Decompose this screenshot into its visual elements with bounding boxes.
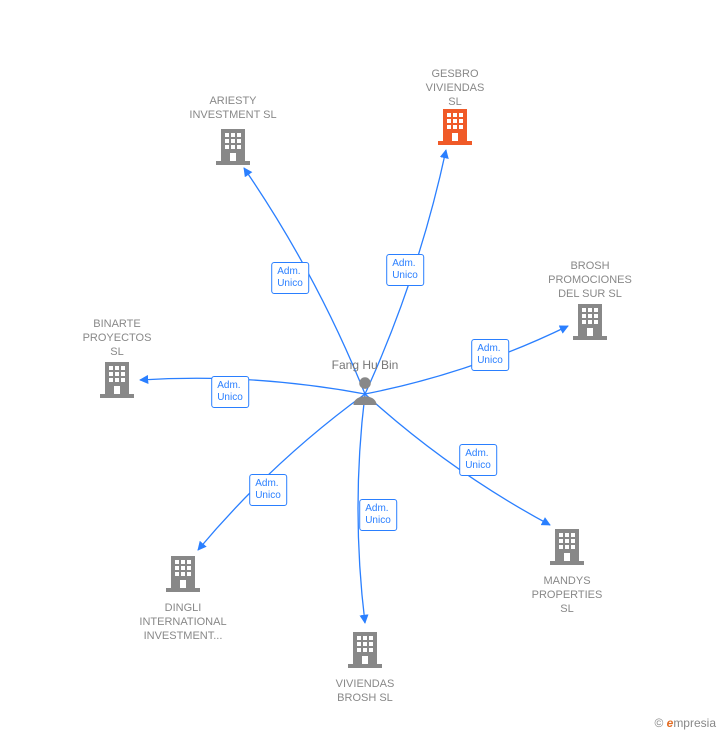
building-icon-gesbro[interactable] [438, 105, 472, 145]
edge-label-dingli: Adm.Unico [249, 474, 287, 506]
node-label-mandys: MANDYSPROPERTIESSL [507, 575, 627, 616]
copyright-notice: © empresia [654, 716, 716, 730]
building-icon-brosh[interactable] [573, 300, 607, 340]
edge-label-mandys: Adm.Unico [459, 444, 497, 476]
edge-label-viviendas: Adm.Unico [359, 499, 397, 531]
node-label-gesbro: GESBROVIVIENDASSL [395, 68, 515, 109]
person-icon [351, 375, 379, 405]
edge-binarte [140, 378, 365, 394]
node-label-brosh: BROSHPROMOCIONESDEL SUR SL [530, 260, 650, 301]
node-label-ariesty: ARIESTYINVESTMENT SL [173, 95, 293, 123]
edge-dingli [198, 394, 365, 550]
copyright-symbol: © [654, 716, 663, 730]
center-person-label: Fang Hu Bin [305, 358, 425, 372]
building-icon-ariesty[interactable] [216, 125, 250, 165]
copyright-brand: empresia [667, 716, 716, 730]
edge-label-binarte: Adm.Unico [211, 376, 249, 408]
edge-label-gesbro: Adm.Unico [386, 254, 424, 286]
node-label-dingli: DINGLIINTERNATIONALINVESTMENT... [123, 602, 243, 643]
edge-label-ariesty: Adm.Unico [271, 262, 309, 294]
building-icon-binarte[interactable] [100, 358, 134, 398]
building-icon-mandys[interactable] [550, 525, 584, 565]
building-icon-viviendas[interactable] [348, 628, 382, 668]
edge-label-brosh: Adm.Unico [471, 339, 509, 371]
node-label-viviendas: VIVIENDASBROSH SL [305, 678, 425, 706]
node-label-binarte: BINARTEPROYECTOSSL [57, 318, 177, 359]
building-icon-dingli[interactable] [166, 552, 200, 592]
